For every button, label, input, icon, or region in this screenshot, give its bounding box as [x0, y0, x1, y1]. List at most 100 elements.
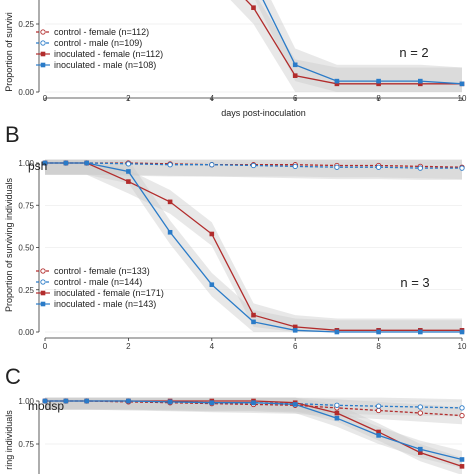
- series-line-im: [45, 400, 463, 461]
- data-point-cm: [417, 404, 423, 410]
- data-point-if: [251, 312, 256, 318]
- legend-swatch-marker: [40, 279, 46, 285]
- y-axis-label: ring individuals: [4, 410, 14, 470]
- data-point-im: [84, 398, 89, 404]
- data-point-cf: [417, 410, 423, 416]
- data-point-im: [63, 398, 69, 404]
- data-point-im: [84, 160, 89, 166]
- data-point-cm: [125, 161, 132, 167]
- data-point-im: [63, 160, 69, 166]
- legend: control - female (n=133)control - male (…: [36, 266, 164, 309]
- y-tick-label: 0.75: [18, 440, 34, 449]
- panel-letter: B: [5, 122, 20, 147]
- data-point-im: [167, 229, 173, 235]
- data-point-cm: [459, 165, 465, 171]
- x-tick-label: 2: [126, 94, 131, 103]
- data-point-im: [292, 62, 298, 68]
- legend-swatch-marker: [40, 268, 46, 274]
- data-point-if: [209, 231, 215, 237]
- x-tick-label: 8: [376, 342, 381, 351]
- legend-swatch-marker: [40, 40, 46, 46]
- data-point-im: [334, 415, 340, 421]
- x-tick-label: 8: [376, 94, 381, 103]
- panel-a: 0.00 0.25 0 2 4 6 8 10 days post-inoculation Prop…: [4, 0, 467, 118]
- series-line-cf: [45, 400, 463, 417]
- legend-swatch-marker: [40, 51, 46, 57]
- data-point-if: [334, 81, 340, 87]
- data-point-im: [334, 78, 340, 84]
- data-point-cm: [375, 403, 382, 409]
- data-point-im: [459, 329, 465, 335]
- legend-entry-cm: control - male (n=144): [54, 277, 142, 287]
- ci-ribbon-if: [230, 0, 462, 92]
- y-axis-label: Proportion of surviving individuals: [4, 177, 14, 312]
- data-point-im: [418, 78, 423, 84]
- data-point-im: [376, 329, 381, 335]
- data-point-im: [376, 433, 381, 438]
- y-tick-label: 0.50: [18, 244, 34, 253]
- x-tick-label: 6: [293, 342, 298, 351]
- y-axis-label: Proportion of survivi: [4, 12, 14, 92]
- plot-area-c: [42, 397, 465, 474]
- y-tick-label: 0.00: [18, 88, 34, 97]
- legend-entry-im: inoculated - male (n=108): [54, 60, 156, 70]
- y-tick-label: 1.00: [18, 397, 34, 406]
- data-point-cf: [459, 412, 465, 419]
- replicate-annotation: n = 3: [400, 275, 429, 290]
- data-point-im: [42, 160, 48, 166]
- series-line-im: [45, 162, 462, 333]
- legend-swatch-marker: [40, 29, 46, 35]
- data-point-cf: [375, 407, 382, 414]
- data-point-im: [251, 319, 256, 325]
- y-tick-label: 0.75: [18, 201, 34, 210]
- data-point-im: [126, 398, 131, 404]
- data-point-cm: [459, 405, 465, 411]
- legend-entry-cf: control - female (n=112): [54, 27, 149, 37]
- y-tick-label: 1.00: [18, 159, 34, 168]
- data-point-cm: [250, 162, 257, 169]
- series-line-cm: [45, 162, 462, 169]
- x-tick-label: 6: [293, 94, 298, 103]
- data-point-if: [292, 324, 298, 330]
- x-tick-label: 10: [458, 342, 467, 351]
- x-axis-label: days post-inoculation: [221, 108, 306, 118]
- legend-swatch-marker: [40, 301, 46, 307]
- data-point-im: [126, 169, 131, 174]
- y-tick-label: 0.25: [18, 20, 34, 29]
- data-point-im: [209, 282, 215, 287]
- y-tick-label: 0.00: [18, 328, 34, 337]
- data-point-if: [376, 429, 381, 435]
- legend-swatch-marker: [40, 290, 46, 296]
- legend: control - female (n=112)control - male (…: [36, 27, 163, 70]
- ci-ribbon-cm: [45, 159, 462, 180]
- data-point-if: [292, 73, 298, 78]
- legend-entry-if: inoculated - female (n=112): [54, 49, 163, 59]
- data-point-cm: [375, 164, 382, 170]
- data-point-im: [167, 399, 173, 405]
- data-point-cm: [334, 402, 340, 408]
- data-point-cm: [417, 165, 423, 171]
- legend-entry-cf: control - female (n=133): [54, 266, 150, 276]
- x-tick-label: 4: [210, 94, 215, 103]
- data-point-if: [126, 179, 131, 184]
- data-point-im: [42, 398, 48, 404]
- x-tick-label: 2: [126, 342, 131, 351]
- data-point-im: [251, 400, 256, 406]
- data-point-if: [334, 410, 340, 416]
- data-point-if: [167, 199, 173, 205]
- y-tick-label: 0.25: [18, 286, 34, 295]
- x-tick-label: 0: [43, 342, 48, 351]
- ci-ribbon-cf: [45, 159, 462, 180]
- ci-ribbon-cf: [45, 397, 462, 425]
- data-point-im: [334, 329, 340, 335]
- ci-ribbon-if: [45, 397, 462, 474]
- legend-swatch-marker: [40, 62, 46, 68]
- data-point-if: [418, 81, 423, 87]
- data-point-if: [418, 450, 423, 455]
- panel-title: psh: [28, 159, 47, 173]
- data-point-if: [459, 464, 465, 469]
- data-point-if: [251, 5, 256, 10]
- data-point-im: [292, 328, 298, 333]
- x-tick-label: 10: [458, 94, 467, 103]
